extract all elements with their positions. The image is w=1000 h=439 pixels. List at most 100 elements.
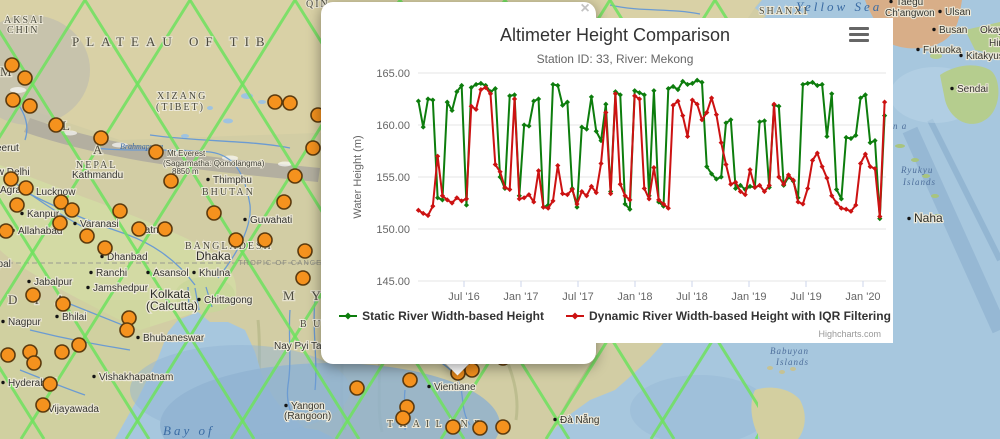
map-label: SHANXI — [759, 6, 809, 17]
data-point — [622, 201, 628, 207]
station-marker[interactable] — [228, 232, 244, 248]
data-point — [627, 206, 633, 212]
station-marker[interactable] — [131, 221, 147, 237]
station-marker[interactable] — [4, 57, 20, 73]
honshu-fragment — [965, 22, 1000, 55]
map-label: (Sagarmatha: Qomolangma) — [163, 159, 265, 168]
data-point — [559, 191, 566, 197]
station-marker[interactable] — [9, 197, 25, 213]
map-label: Busan — [939, 25, 967, 36]
station-marker[interactable] — [18, 180, 34, 196]
station-marker[interactable] — [0, 347, 16, 363]
x-axis-label: Jul '18 — [676, 291, 707, 303]
station-marker[interactable] — [349, 380, 365, 396]
station-marker[interactable] — [472, 420, 488, 436]
data-point — [531, 199, 537, 205]
data-point — [877, 213, 883, 220]
station-marker[interactable] — [148, 144, 164, 160]
station-marker[interactable] — [48, 117, 64, 133]
station-marker[interactable] — [17, 70, 33, 86]
map-label: Okayama — [980, 25, 1000, 36]
data-point — [800, 81, 806, 88]
highcharts-credits[interactable]: Highcharts.com — [818, 329, 881, 339]
map-label: Vishakhapatnam — [99, 372, 173, 383]
station-marker[interactable] — [0, 223, 14, 239]
data-point — [531, 98, 537, 104]
city-dot — [192, 270, 196, 275]
station-marker[interactable] — [55, 296, 71, 312]
data-point — [795, 199, 801, 205]
station-marker[interactable] — [97, 240, 113, 256]
station-marker[interactable] — [445, 419, 461, 435]
station-marker[interactable] — [402, 372, 418, 388]
data-point — [521, 122, 527, 128]
station-marker[interactable] — [25, 287, 41, 303]
station-marker[interactable] — [5, 92, 21, 108]
station-marker[interactable] — [112, 203, 128, 219]
station-marker[interactable] — [79, 228, 95, 244]
data-point — [593, 128, 599, 134]
station-marker[interactable] — [22, 98, 38, 114]
legend-label: Static River Width-based Height — [362, 309, 544, 323]
map-label: (TIBET) — [156, 102, 205, 113]
station-marker[interactable] — [157, 221, 173, 237]
station-marker[interactable] — [35, 397, 51, 413]
data-point — [660, 201, 667, 207]
map-label: Bhubaneswar — [143, 333, 205, 344]
station-marker[interactable] — [495, 419, 511, 435]
popup-close-button[interactable]: × — [580, 0, 590, 17]
station-marker[interactable] — [297, 243, 313, 259]
map-label: Ranchi — [96, 268, 127, 279]
station-marker[interactable] — [71, 337, 87, 353]
station-marker[interactable] — [64, 202, 80, 218]
map-label: Hiroshima — [989, 38, 1000, 49]
map-label: Nagpur — [8, 317, 41, 328]
station-marker[interactable] — [282, 95, 298, 111]
data-point — [747, 167, 753, 173]
station-marker[interactable] — [295, 270, 311, 286]
station-marker[interactable] — [287, 168, 303, 184]
data-point — [862, 151, 868, 157]
data-point — [853, 202, 859, 208]
ryukyu-trench — [902, 126, 1000, 334]
data-point — [584, 193, 590, 199]
data-point — [627, 197, 633, 203]
station-marker[interactable] — [52, 215, 68, 231]
chart-menu-icon[interactable] — [849, 27, 869, 43]
map-label: Jabalpur — [34, 277, 73, 288]
station-marker[interactable] — [42, 376, 58, 392]
legend-item[interactable]: Dynamic River Width-based Height with IQ… — [566, 309, 891, 323]
x-axis-label: Jan '19 — [731, 291, 766, 303]
legend-marker-icon — [566, 312, 584, 320]
station-marker[interactable] — [119, 322, 135, 338]
station-marker[interactable] — [206, 205, 222, 221]
data-point — [463, 202, 470, 208]
data-point — [819, 164, 825, 170]
map-label: Yellow Sea — [796, 0, 882, 14]
station-marker[interactable] — [276, 194, 292, 210]
y-axis-label: 155.00 — [376, 172, 410, 184]
station-marker[interactable] — [93, 130, 109, 146]
map-label: BANGLADESH — [185, 241, 273, 252]
station-marker[interactable] — [305, 140, 321, 156]
data-point — [430, 97, 436, 103]
station-marker[interactable] — [395, 410, 411, 426]
station-marker[interactable] — [163, 173, 179, 189]
station-marker[interactable] — [267, 94, 283, 110]
data-point — [723, 161, 729, 168]
legend-item[interactable]: Static River Width-based Height — [339, 309, 544, 323]
station-marker[interactable] — [257, 232, 273, 248]
y-axis-title: Water Height (m) — [352, 135, 364, 218]
station-marker[interactable] — [54, 344, 70, 360]
data-point — [857, 160, 864, 167]
data-point — [497, 169, 503, 175]
station-marker[interactable] — [26, 355, 42, 371]
data-point — [728, 181, 734, 187]
map-label: NEPAL — [76, 160, 117, 171]
station-marker[interactable] — [53, 194, 69, 210]
data-point — [848, 135, 854, 142]
map-label: (Rangoon) — [284, 411, 331, 422]
map-label: BHUTAN — [202, 187, 255, 198]
map-label: Mt Everest — [167, 149, 206, 158]
station-marker[interactable] — [3, 171, 19, 187]
